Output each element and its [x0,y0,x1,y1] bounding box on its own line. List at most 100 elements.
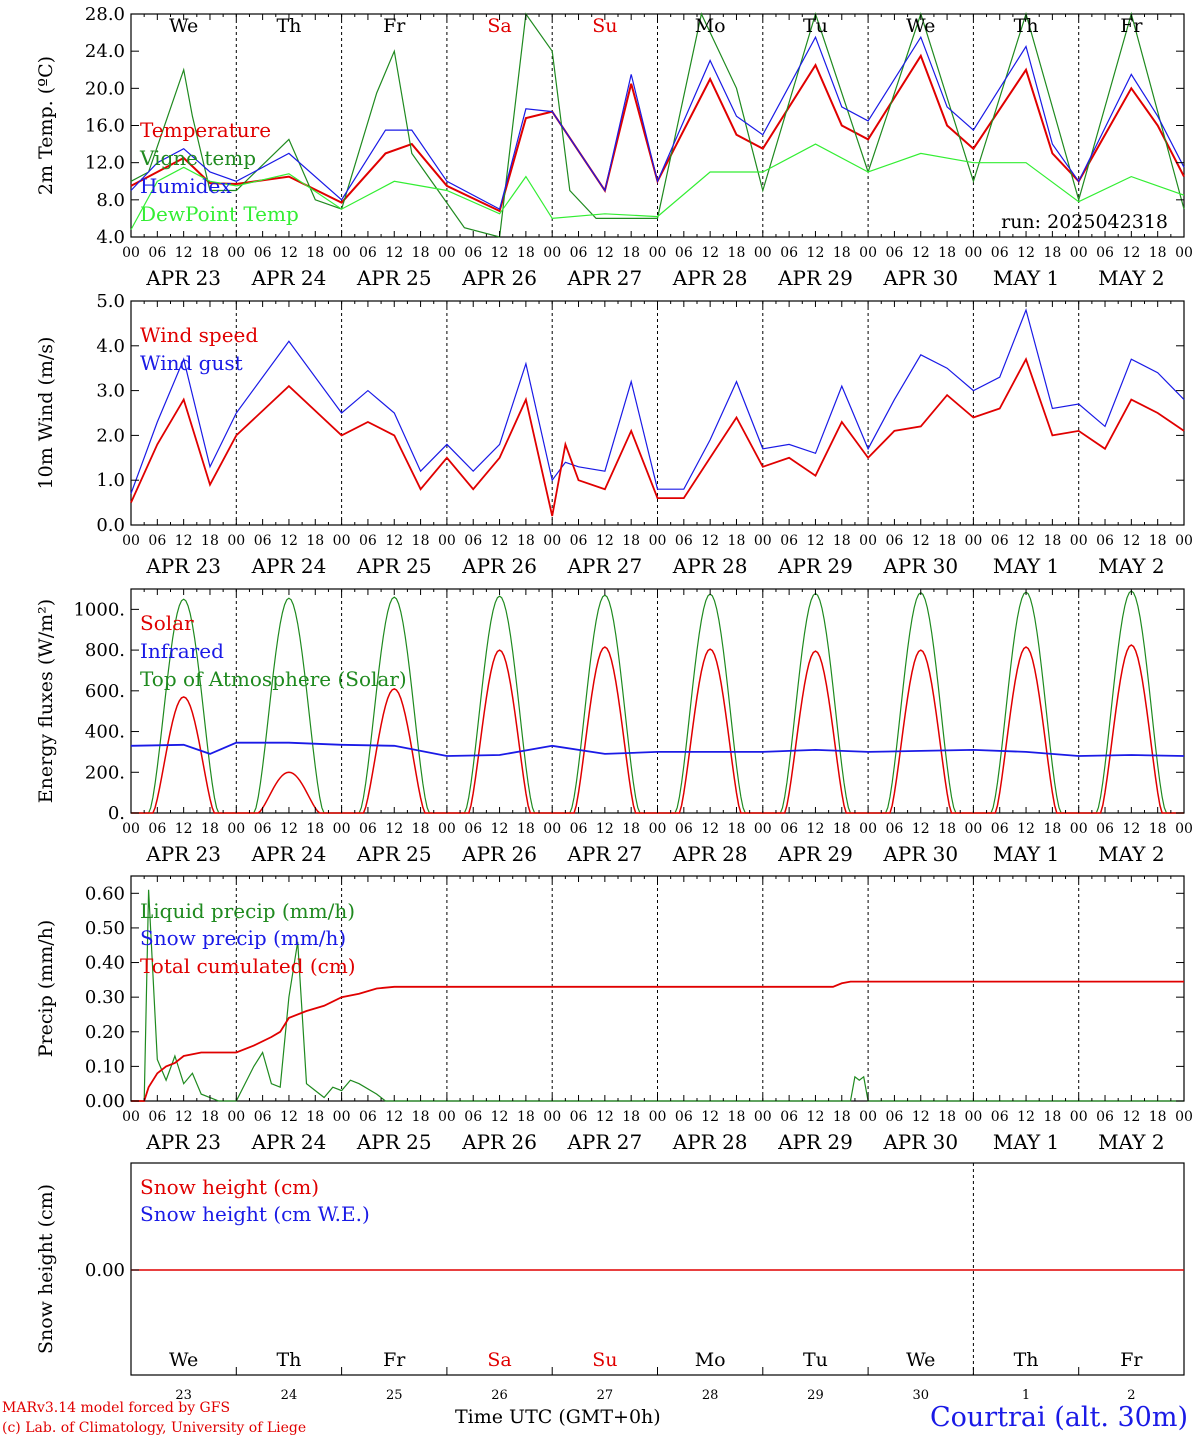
y-tick-label: 0.0 [96,515,125,536]
hour-tick-label: 06 [254,1109,272,1125]
date-label: APR 23 [145,266,221,290]
panel-2-frame [130,300,1185,526]
date-label: MAY 2 [1098,1130,1164,1154]
hour-tick-label: 00 [438,533,456,549]
hour-tick-label: 18 [412,821,430,837]
date-label: MAY 1 [993,842,1059,866]
day-number-label: 24 [281,1388,298,1403]
date-label: APR 23 [145,554,221,578]
y-tick-label: 16.0 [85,116,125,137]
date-label: APR 29 [777,554,853,578]
series-line-infrared [130,741,1185,757]
date-label: MAY 1 [993,266,1059,290]
hour-tick-label: 00 [122,245,140,261]
y-tick-label: 8.0 [96,190,125,211]
date-label: APR 26 [461,266,537,290]
hour-tick-label: 06 [464,245,482,261]
date-label: APR 25 [356,266,432,290]
date-label: APR 29 [777,266,853,290]
hour-tick-label: 18 [938,245,956,261]
hour-tick-label: 18 [1149,821,1167,837]
date-label: APR 24 [251,266,327,290]
hour-tick-label: 00 [754,245,772,261]
date-label: APR 28 [672,1130,748,1154]
hour-tick-label: 12 [701,533,719,549]
y-axis-label: 10m Wind (m/s) [35,337,57,490]
hour-tick-label: 00 [754,1109,772,1125]
weekday-label: Fr [383,15,406,37]
hour-tick-label: 06 [886,245,904,261]
y-tick-label: 12.0 [85,153,125,174]
date-label: APR 29 [777,1130,853,1154]
weekday-label: We [906,1349,935,1371]
hour-tick-label: 00 [543,1109,561,1125]
date-label: APR 27 [566,1130,642,1154]
weekday-label: Sa [487,1349,511,1371]
weekday-label: Su [592,15,617,37]
series-line-liquid-precip [131,889,1184,1102]
hour-tick-label: 00 [649,821,667,837]
y-tick-label: 28.0 [85,4,125,25]
weekday-label: Sa [487,15,511,37]
hour-tick-label: 06 [675,1109,693,1125]
weekday-label: Fr [383,1349,406,1371]
hour-tick-label: 06 [675,821,693,837]
day-number-label: 29 [807,1388,824,1403]
date-label: APR 23 [145,1130,221,1154]
legend-entry: Humidex [140,174,232,198]
date-label: APR 28 [672,554,748,578]
y-tick-label: 4.0 [96,336,125,357]
hour-tick-label: 12 [912,821,930,837]
y-tick-label: 3.0 [96,381,125,402]
hour-tick-label: 06 [1096,245,1114,261]
weekday-label: Th [1014,15,1039,37]
hour-tick-label: 06 [991,1109,1009,1125]
date-label: APR 24 [251,554,327,578]
legend-entry: Solar [140,611,194,635]
y-tick-label: 2.0 [96,425,125,446]
y-tick-label: 0.20 [85,1022,125,1043]
hour-tick-label: 18 [412,1109,430,1125]
hour-tick-label: 12 [1122,245,1140,261]
hour-tick-label: 06 [464,1109,482,1125]
hour-tick-label: 12 [1017,1109,1035,1125]
hour-tick-label: 06 [570,821,588,837]
hour-tick-label: 06 [359,1109,377,1125]
hour-tick-label: 06 [464,821,482,837]
run-annotation: run: 2025042318 [1001,211,1168,233]
date-label: APR 26 [461,554,537,578]
y-tick-label: 0.10 [85,1056,125,1077]
hour-tick-label: 12 [491,245,509,261]
hour-tick-label: 06 [570,533,588,549]
hour-tick-label: 18 [306,533,324,549]
hour-tick-label: 12 [491,1109,509,1125]
hour-tick-label: 00 [859,821,877,837]
weekday-label: Th [276,1349,301,1371]
hour-tick-label: 00 [122,1109,140,1125]
hour-tick-label: 00 [964,821,982,837]
date-label: APR 28 [672,266,748,290]
hour-tick-label: 00 [438,821,456,837]
series-line-wind-gust [130,308,1185,494]
hour-tick-label: 06 [991,245,1009,261]
date-label: APR 27 [566,842,642,866]
weekday-label: Tu [803,15,828,37]
hour-tick-label: 12 [385,821,403,837]
day-number-label: 1 [1022,1388,1030,1403]
date-label: APR 28 [672,842,748,866]
series-line-humidex [130,35,1185,210]
hour-tick-label: 12 [912,1109,930,1125]
hour-tick-label: 18 [938,1109,956,1125]
weekday-label: Mo [695,15,726,37]
y-tick-label: 400. [85,722,125,743]
station-name: Courtrai (alt. 30m) [929,1402,1188,1433]
lab-credit: (c) Lab. of Climatology, University of L… [2,1420,307,1436]
hour-tick-label: 12 [385,245,403,261]
y-tick-label: 24.0 [85,41,125,62]
weekday-label: Fr [1120,15,1143,37]
weekday-label: We [169,15,198,37]
hour-tick-label: 12 [491,533,509,549]
y-tick-label: 0.60 [85,883,125,904]
hour-tick-label: 06 [675,245,693,261]
hour-tick-label: 06 [148,533,166,549]
